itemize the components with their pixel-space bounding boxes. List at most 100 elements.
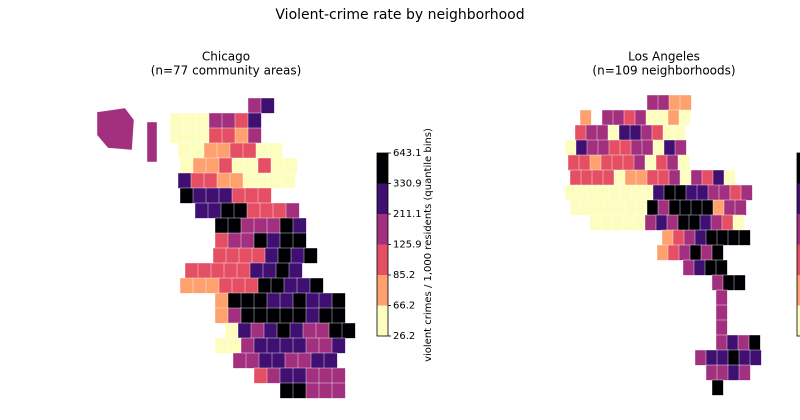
area: [591, 199, 604, 216]
area: [263, 322, 278, 339]
colorbar-segment: [797, 183, 800, 214]
colorbar-segment: [377, 183, 388, 214]
area: [318, 307, 333, 324]
area: [227, 232, 242, 249]
area: [323, 352, 338, 369]
area: [233, 202, 248, 219]
area: [331, 292, 346, 309]
area: [253, 367, 268, 384]
area: [634, 109, 647, 126]
area: [292, 307, 307, 324]
area: [619, 139, 632, 156]
area: [661, 229, 674, 246]
area: [673, 124, 686, 141]
figure-title: Violent-crime rate by neighborhood: [275, 7, 524, 23]
area: [208, 127, 223, 144]
area: [169, 112, 184, 129]
area: [281, 172, 296, 189]
area: [737, 334, 750, 351]
area: [597, 184, 610, 201]
area: [227, 307, 242, 324]
area: [682, 259, 695, 276]
area: [302, 322, 317, 339]
area: [229, 172, 244, 189]
area: [246, 202, 261, 219]
area: [656, 109, 669, 126]
area: [716, 364, 729, 381]
area: [589, 214, 602, 231]
area: [253, 292, 268, 309]
area: [723, 199, 736, 216]
area: [227, 217, 242, 234]
area: [266, 292, 281, 309]
area: [652, 139, 665, 156]
area: [279, 307, 294, 324]
area: [277, 247, 292, 264]
area: [641, 139, 654, 156]
area: [283, 157, 298, 174]
area: [253, 307, 268, 324]
area: [712, 199, 725, 216]
area: [220, 202, 235, 219]
colorbar-segment: [377, 153, 388, 184]
area: [227, 337, 242, 354]
area: [613, 169, 626, 186]
area: [716, 349, 729, 366]
area: [657, 169, 670, 186]
area: [279, 382, 294, 399]
area: [240, 292, 255, 309]
area: [205, 187, 220, 204]
area: [591, 169, 604, 186]
area: [704, 259, 717, 276]
area: [589, 154, 602, 171]
area: [279, 292, 294, 309]
area: [629, 124, 642, 141]
area: [712, 169, 725, 186]
area: [618, 124, 631, 141]
area: [662, 124, 675, 141]
area: [232, 352, 247, 369]
area: [257, 277, 272, 294]
area: [190, 172, 205, 189]
area: [177, 172, 192, 189]
area: [608, 139, 621, 156]
map-title: Chicago: [202, 50, 250, 64]
area: [292, 337, 307, 354]
area: [279, 367, 294, 384]
area: [646, 94, 659, 111]
area: [727, 349, 740, 366]
area: [738, 349, 751, 366]
area: [253, 232, 268, 249]
area: [231, 187, 246, 204]
area: [318, 292, 333, 309]
area: [305, 382, 320, 399]
area: [271, 352, 286, 369]
area: [279, 337, 294, 354]
area: [257, 157, 272, 174]
area: [285, 202, 300, 219]
area: [255, 142, 270, 159]
area: [705, 364, 718, 381]
area: [644, 154, 657, 171]
area: [575, 139, 588, 156]
area: [694, 349, 707, 366]
area: [305, 337, 320, 354]
area: [279, 217, 294, 234]
area: [210, 262, 225, 279]
area: [223, 262, 238, 279]
maps: [96, 94, 762, 399]
area: [611, 154, 624, 171]
area: [297, 352, 312, 369]
area: [693, 259, 706, 276]
area: [672, 229, 685, 246]
area: [564, 184, 577, 201]
area: [275, 262, 290, 279]
area: [674, 184, 687, 201]
area: [655, 214, 668, 231]
area: [635, 199, 648, 216]
area: [197, 262, 212, 279]
area: [575, 184, 588, 201]
area: [729, 184, 742, 201]
area: [723, 169, 736, 186]
area: [331, 337, 346, 354]
